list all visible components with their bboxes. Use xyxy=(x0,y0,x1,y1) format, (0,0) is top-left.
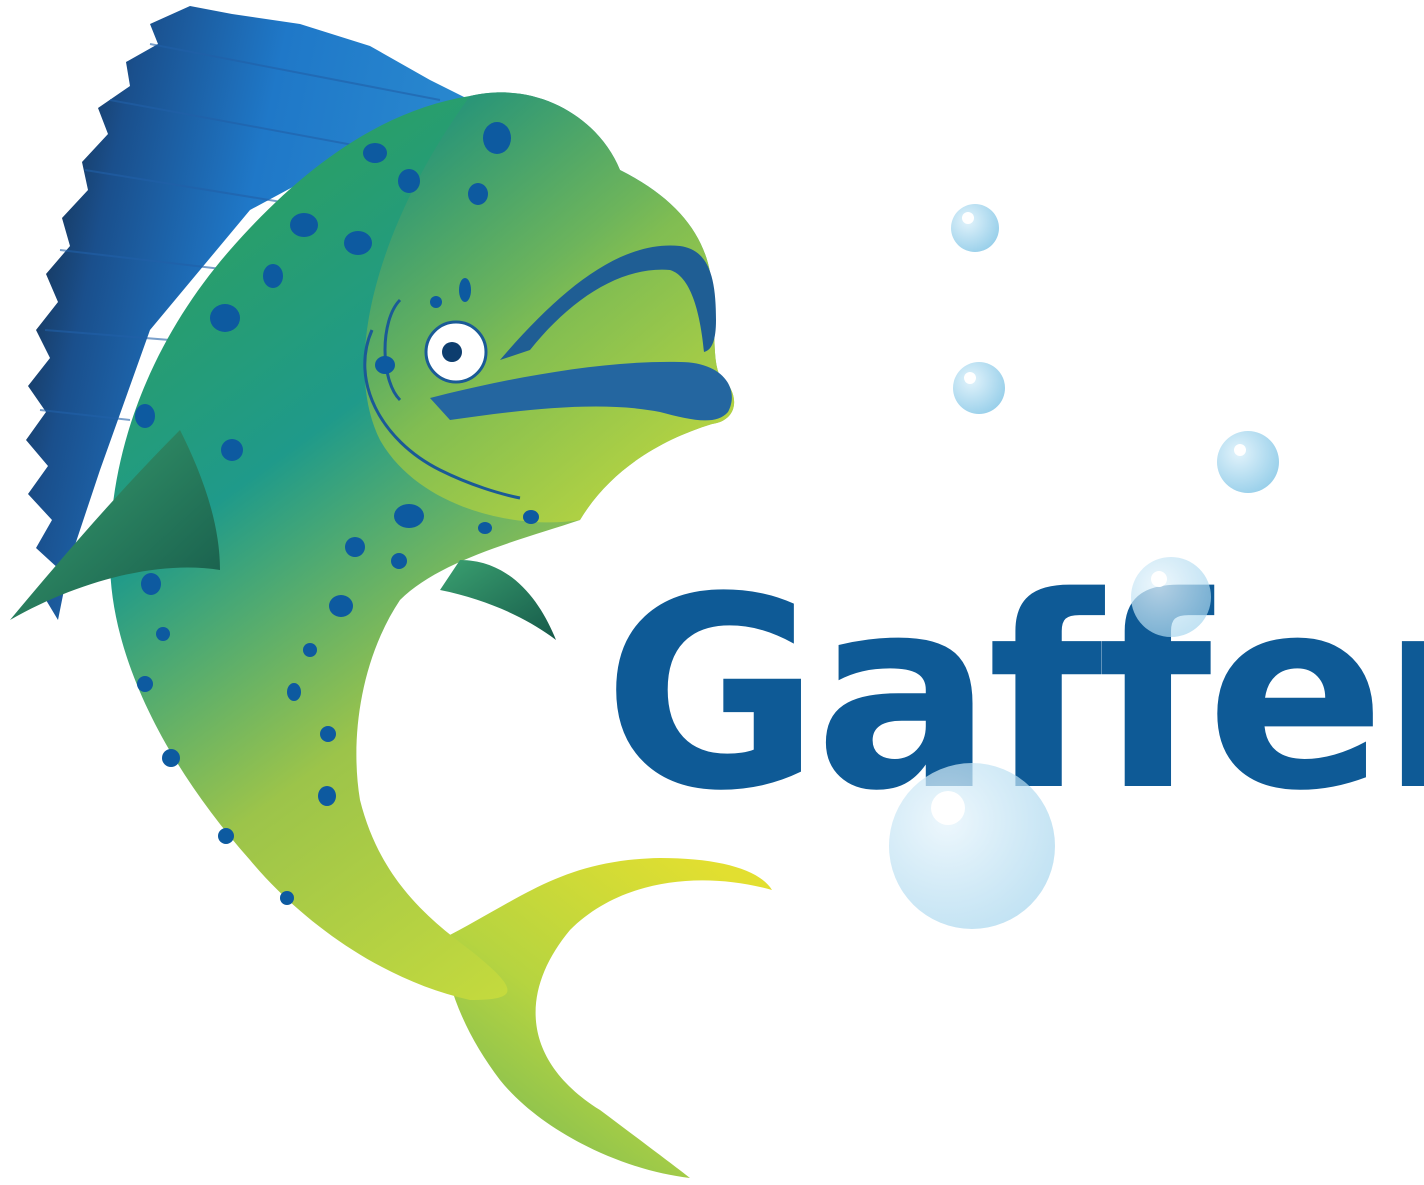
wordmark: Gaffer xyxy=(603,541,1424,849)
fin-rays xyxy=(39,43,441,421)
gill-line xyxy=(363,329,521,500)
dorsal-fin xyxy=(26,6,470,620)
cheek-line xyxy=(383,298,402,402)
lower-lip xyxy=(430,361,732,421)
ventral-fin xyxy=(440,560,556,640)
fish-spots xyxy=(135,122,539,905)
tail-fin xyxy=(440,858,772,1178)
pectoral-fin xyxy=(10,430,220,620)
pupil xyxy=(442,342,462,362)
upper-lip xyxy=(500,245,716,360)
